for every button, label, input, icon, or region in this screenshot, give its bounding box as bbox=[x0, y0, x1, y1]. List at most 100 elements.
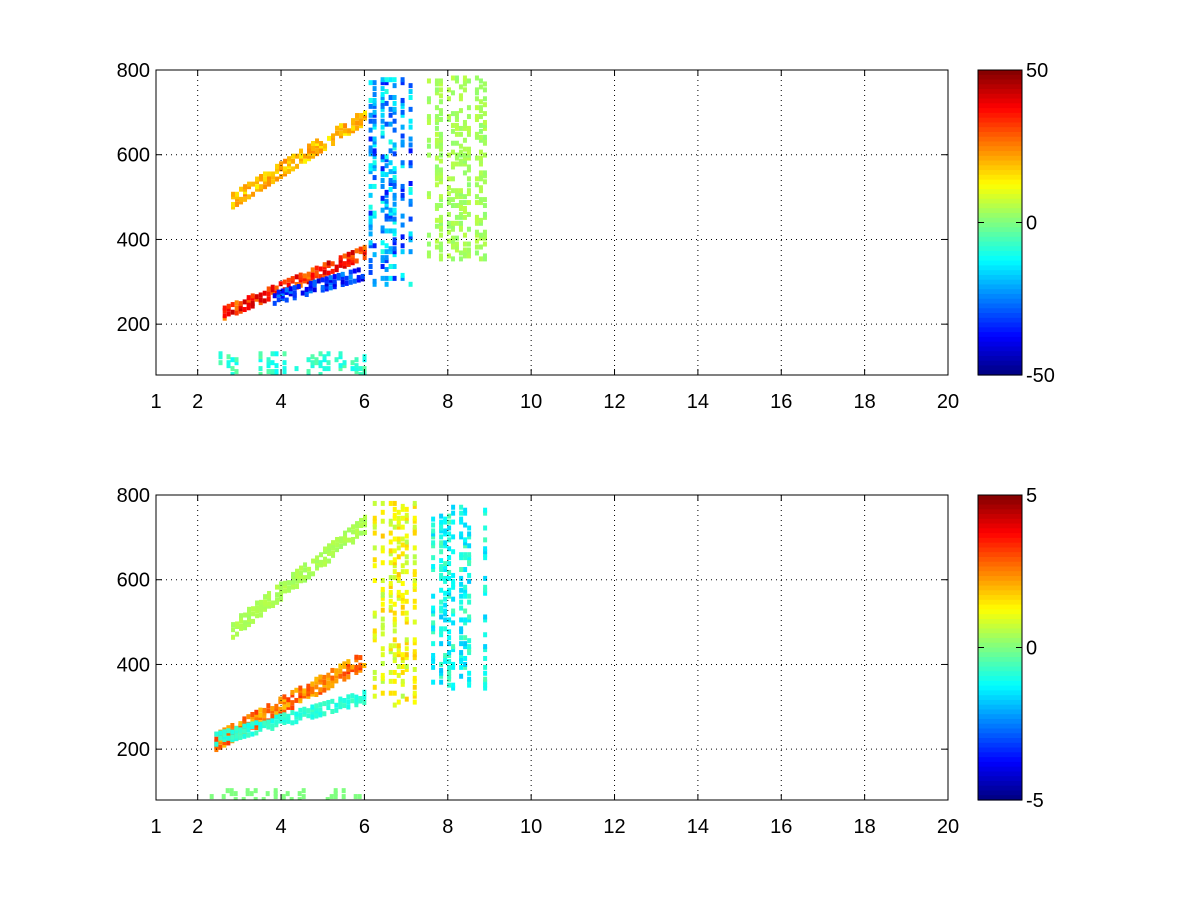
heatmap-cell bbox=[270, 718, 275, 724]
heatmap-cell bbox=[431, 516, 436, 522]
heatmap-cell bbox=[347, 537, 352, 543]
heatmap-cell bbox=[286, 699, 291, 705]
heatmap-cell bbox=[482, 232, 487, 238]
heatmap-feature-0 bbox=[222, 244, 367, 321]
heatmap-cell bbox=[466, 241, 471, 247]
heatmap-cell bbox=[380, 80, 385, 86]
heatmap-cell bbox=[278, 699, 283, 705]
heatmap-cell bbox=[258, 297, 263, 303]
heatmap-cell bbox=[322, 366, 327, 372]
heatmap-cell bbox=[351, 128, 356, 134]
heatmap-cell bbox=[384, 216, 389, 222]
heatmap-cell bbox=[467, 617, 472, 623]
heatmap-cell bbox=[323, 146, 328, 152]
heatmap-feature-2 bbox=[272, 267, 365, 306]
heatmap-cell bbox=[408, 249, 413, 255]
heatmap-cell bbox=[263, 171, 268, 177]
heatmap-cell bbox=[298, 275, 303, 281]
heatmap-cell bbox=[243, 620, 248, 626]
heatmap-cell bbox=[482, 96, 487, 102]
heatmap-cell bbox=[446, 211, 451, 217]
heatmap-cell bbox=[388, 178, 393, 184]
colorbar-segment bbox=[978, 657, 1022, 663]
heatmap-cell bbox=[327, 550, 332, 556]
heatmap-cell bbox=[459, 635, 464, 641]
heatmap-cell bbox=[380, 601, 385, 607]
heatmap-cell bbox=[400, 234, 405, 240]
heatmap-cell bbox=[388, 580, 393, 586]
heatmap-cell bbox=[230, 722, 235, 728]
heatmap-cell bbox=[339, 130, 344, 136]
heatmap-cell bbox=[482, 152, 487, 158]
heatmap-cell bbox=[483, 587, 488, 593]
heatmap-cell bbox=[446, 229, 451, 235]
heatmap-cell bbox=[222, 742, 227, 748]
heatmap-cell bbox=[234, 369, 239, 375]
heatmap-cell bbox=[287, 163, 292, 169]
heatmap-cell bbox=[231, 627, 236, 633]
heatmap-cell bbox=[234, 310, 239, 316]
heatmap-cell bbox=[431, 611, 436, 617]
heatmap-cell bbox=[447, 629, 452, 635]
heatmap-cell bbox=[463, 617, 468, 623]
heatmap-cell bbox=[380, 533, 385, 539]
heatmap-cell bbox=[238, 721, 243, 727]
heatmap-cell bbox=[447, 569, 452, 575]
heatmap-cell bbox=[222, 734, 227, 740]
heatmap-cell bbox=[368, 127, 373, 133]
x-tick-label: 2 bbox=[192, 391, 203, 413]
heatmap-cell bbox=[474, 176, 479, 182]
heatmap-cell bbox=[308, 285, 313, 291]
heatmap-cell bbox=[466, 131, 471, 137]
heatmap-cell bbox=[443, 540, 448, 546]
heatmap-cell bbox=[463, 567, 468, 573]
heatmap-cell bbox=[438, 197, 443, 203]
heatmap-cell bbox=[315, 565, 320, 571]
heatmap-cell bbox=[466, 200, 471, 206]
heatmap-cell bbox=[214, 736, 219, 742]
heatmap-cell bbox=[362, 249, 367, 255]
heatmap-cell bbox=[307, 566, 312, 572]
y-tick-label: 800 bbox=[117, 485, 150, 507]
heatmap-cell bbox=[400, 681, 405, 687]
heatmap-cell bbox=[388, 589, 393, 595]
heatmap-cell bbox=[231, 191, 236, 197]
heatmap-cell bbox=[474, 232, 479, 238]
heatmap-cell bbox=[392, 669, 397, 675]
heatmap-cell bbox=[454, 235, 459, 241]
heatmap-cell bbox=[451, 549, 456, 555]
heatmap-cell bbox=[315, 151, 320, 157]
colorbar-segment bbox=[978, 151, 1022, 157]
heatmap-cell bbox=[466, 78, 471, 84]
heatmap-cell bbox=[243, 184, 248, 190]
heatmap-cell bbox=[247, 181, 252, 187]
heatmap-cell bbox=[380, 652, 385, 658]
heatmap-cell bbox=[396, 518, 401, 524]
heatmap-cell bbox=[372, 578, 377, 584]
heatmap-cell bbox=[431, 679, 436, 685]
heatmap-cell bbox=[434, 81, 439, 87]
heatmap-cell bbox=[295, 568, 300, 574]
heatmap-cell bbox=[404, 518, 409, 524]
heatmap-cell bbox=[380, 589, 385, 595]
colorbar-segment bbox=[978, 771, 1022, 777]
heatmap-cell bbox=[276, 297, 281, 303]
heatmap-cell bbox=[478, 188, 483, 194]
colorbar-segment bbox=[978, 537, 1022, 544]
heatmap-cell bbox=[255, 179, 260, 185]
heatmap-cell bbox=[426, 232, 431, 238]
heatmap-cell bbox=[384, 204, 389, 210]
colorbar-segment bbox=[978, 108, 1022, 114]
heatmap-cell bbox=[462, 214, 467, 220]
heatmap-cell bbox=[412, 583, 417, 589]
heatmap-cell bbox=[351, 539, 356, 545]
heatmap-cell bbox=[286, 702, 291, 708]
heatmap-cell bbox=[443, 564, 448, 570]
heatmap-cell bbox=[408, 160, 413, 166]
heatmap-cell bbox=[443, 596, 448, 602]
heatmap-cell bbox=[392, 690, 397, 696]
heatmap-cell bbox=[439, 673, 444, 679]
heatmap-cell bbox=[388, 669, 393, 675]
heatmap-cell bbox=[307, 156, 312, 162]
heatmap-cell bbox=[443, 655, 448, 661]
